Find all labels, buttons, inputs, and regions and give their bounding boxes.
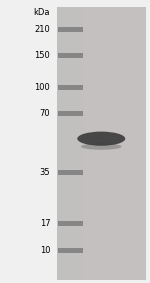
Bar (58, 170, 83, 175)
Bar (58, 85, 83, 90)
Bar (58, 27, 83, 32)
Text: 10: 10 (40, 246, 50, 255)
Text: 150: 150 (34, 51, 50, 60)
Text: 70: 70 (40, 109, 50, 118)
Text: 100: 100 (34, 83, 50, 92)
Bar (58, 248, 83, 253)
Bar (58, 221, 83, 226)
Bar (58, 111, 83, 116)
Bar (84, 7, 146, 280)
Text: kDa: kDa (34, 8, 50, 17)
Text: 35: 35 (40, 168, 50, 177)
Text: 210: 210 (34, 25, 50, 34)
Ellipse shape (77, 132, 125, 146)
Bar (57, 7, 84, 280)
Bar (57, 7, 146, 280)
Text: 17: 17 (40, 219, 50, 228)
Ellipse shape (81, 143, 122, 150)
Bar (58, 53, 83, 58)
